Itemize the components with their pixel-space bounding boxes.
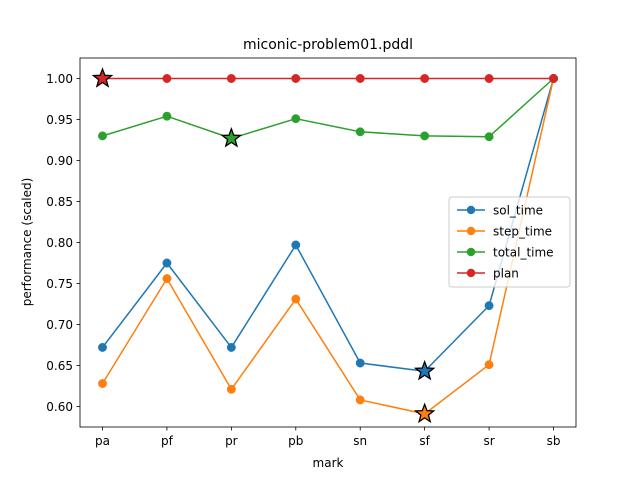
plan-point bbox=[226, 74, 236, 83]
x-axis-label: mark bbox=[313, 456, 344, 470]
step_time-point bbox=[226, 384, 236, 394]
plan-point bbox=[355, 74, 365, 83]
sol_time-point bbox=[355, 358, 365, 368]
y-tick-label: 0.95 bbox=[46, 113, 73, 127]
total_time-point bbox=[162, 111, 172, 121]
sol_time-point bbox=[98, 343, 107, 352]
legend-marker-plan bbox=[466, 268, 476, 278]
step_time-best-star bbox=[413, 402, 436, 424]
step_time-point bbox=[291, 294, 301, 304]
y-tick-label: 0.75 bbox=[46, 277, 73, 291]
legend-label-total_time: total_time bbox=[493, 245, 554, 259]
y-tick-label: 0.80 bbox=[46, 236, 73, 250]
step_time-point bbox=[162, 274, 172, 284]
legend-marker-step_time bbox=[466, 226, 476, 236]
chart-title: miconic-problem01.pddl bbox=[243, 37, 413, 53]
y-axis-label: performance (scaled) bbox=[20, 178, 34, 307]
sol_time-point bbox=[162, 258, 172, 268]
y-tick-label: 0.90 bbox=[46, 154, 73, 168]
total_time-point bbox=[291, 114, 301, 124]
x-tick-label: pf bbox=[161, 434, 174, 448]
step_time-point bbox=[98, 379, 107, 388]
plan-point bbox=[162, 74, 172, 83]
x-axis: pa pf pr pb sn sf sr sb bbox=[95, 427, 560, 448]
plan-point bbox=[484, 74, 494, 83]
x-tick-label: sr bbox=[483, 434, 494, 448]
total_time-point bbox=[420, 131, 430, 141]
total_time-best-star bbox=[220, 127, 243, 148]
plan-point bbox=[420, 74, 430, 83]
series-layer bbox=[91, 67, 558, 424]
sol_time-line bbox=[101, 78, 555, 372]
plan-point bbox=[291, 74, 301, 83]
total_time-line bbox=[102, 77, 555, 140]
series-plan bbox=[91, 67, 558, 88]
y-tick-label: 0.70 bbox=[46, 318, 73, 332]
legend-marker-total_time bbox=[466, 247, 476, 257]
x-tick-label: pa bbox=[95, 434, 110, 448]
x-tick-label: sb bbox=[547, 434, 561, 448]
x-tick-label: sf bbox=[419, 434, 430, 448]
plan-point bbox=[549, 74, 558, 83]
series-step_time bbox=[98, 74, 558, 424]
legend-label-sol_time: sol_time bbox=[493, 203, 543, 217]
sol_time-point bbox=[291, 240, 301, 250]
sol_time-point bbox=[226, 343, 236, 352]
y-tick-label: 0.60 bbox=[46, 400, 73, 414]
step_time-point bbox=[484, 360, 494, 370]
y-tick-label: 0.65 bbox=[46, 359, 73, 373]
legend-label-step_time: step_time bbox=[493, 224, 552, 238]
y-tick-label: 1.00 bbox=[46, 72, 73, 86]
legend-label-plan: plan bbox=[493, 266, 519, 280]
y-tick-label: 0.85 bbox=[46, 195, 73, 209]
step_time-line bbox=[101, 78, 555, 415]
x-tick-label: sn bbox=[353, 434, 367, 448]
sol_time-point bbox=[484, 301, 494, 311]
legend-marker-sol_time bbox=[466, 205, 476, 215]
x-tick-label: pb bbox=[288, 434, 303, 448]
total_time-point bbox=[484, 132, 494, 142]
total_time-point bbox=[355, 127, 365, 137]
x-tick-label: pr bbox=[225, 434, 238, 448]
sol_time-best-star bbox=[413, 359, 436, 381]
step_time-point bbox=[355, 395, 365, 405]
plan-best-star bbox=[91, 67, 114, 88]
y-axis: 0.60 0.65 0.70 0.75 0.80 0.85 0.90 0.95 1.00 bbox=[46, 72, 80, 414]
legend-box bbox=[448, 196, 571, 288]
total_time-point bbox=[98, 131, 107, 141]
